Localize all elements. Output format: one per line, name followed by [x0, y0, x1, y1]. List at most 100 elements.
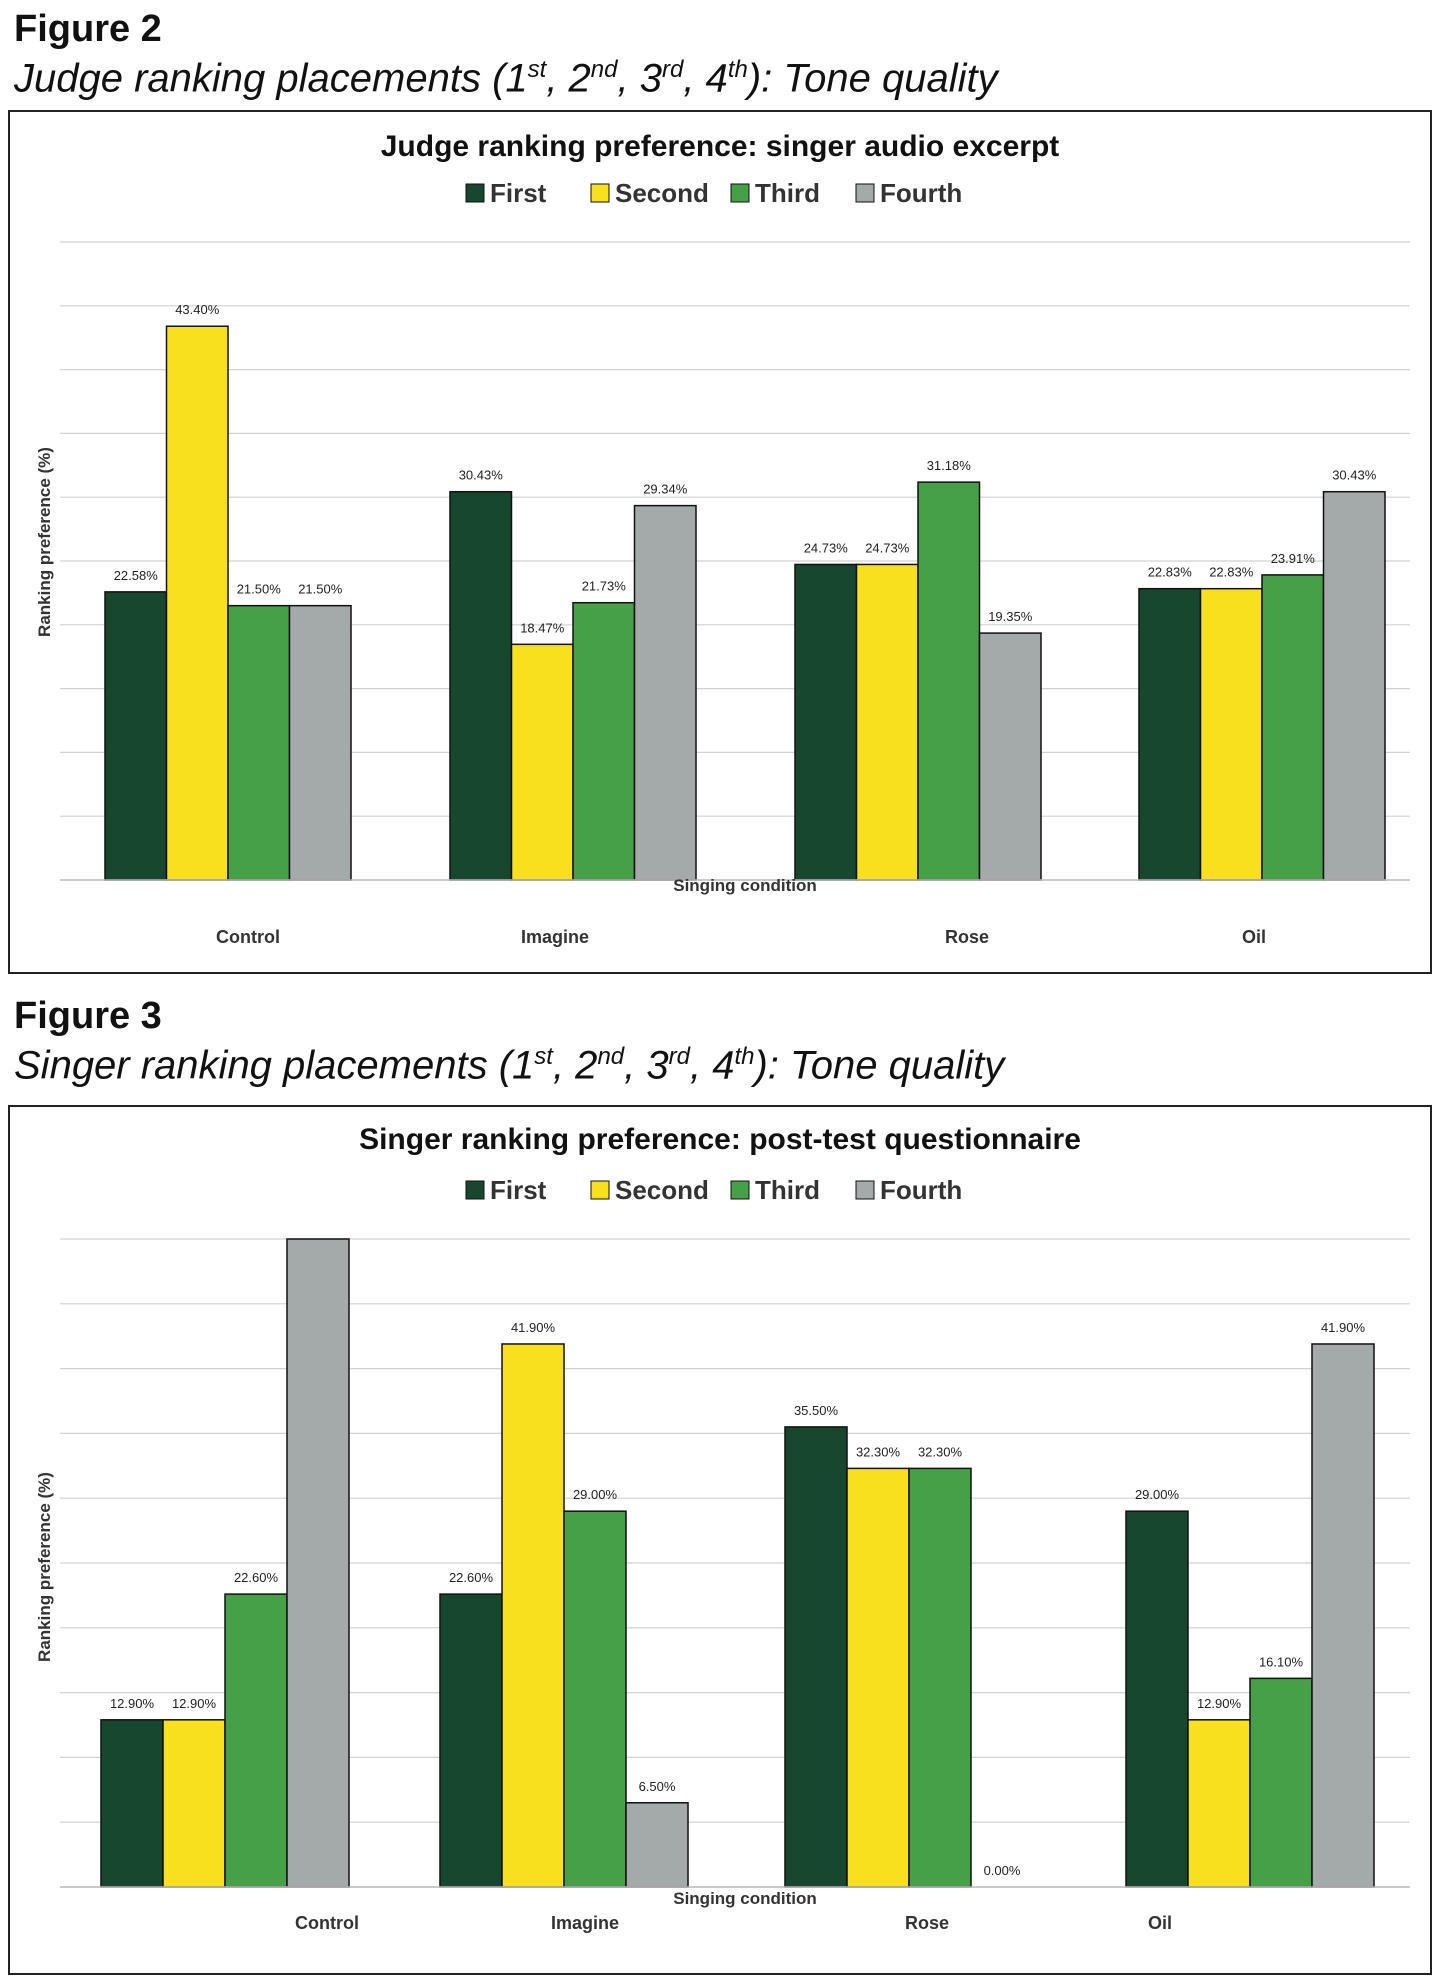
- judge-legend-swatch-fourth: [855, 183, 875, 203]
- singer-bar-oil-third: [1249, 1677, 1313, 1888]
- singer-ranking-chart: Singer ranking preference: post-test que…: [35, 1123, 1410, 1933]
- singer-data-label-oil-first: 29.00%: [1135, 1487, 1180, 1502]
- judge-category-label-rose: Rose: [945, 927, 989, 947]
- judge-data-label-imagine-second: 18.47%: [520, 620, 565, 635]
- singer-bar-imagine-first: [439, 1593, 503, 1888]
- singer-data-label-imagine-first: 22.60%: [449, 1570, 494, 1585]
- singer-bar-imagine-fourth: [625, 1802, 689, 1888]
- judge-legend-label-first: First: [490, 178, 547, 208]
- judge-bar-oil-first: [1138, 587, 1202, 881]
- singer-data-label-rose-third: 32.30%: [918, 1444, 963, 1459]
- judge-data-label-imagine-fourth: 29.34%: [643, 482, 688, 497]
- singer-data-label-rose-first: 35.50%: [794, 1403, 839, 1418]
- judge-bar-rose-third: [917, 481, 981, 881]
- singer-bar-oil-fourth: [1311, 1343, 1375, 1888]
- judge-legend-label-third: Third: [755, 178, 820, 208]
- judge-bar-control-fourth: [288, 604, 352, 881]
- singer-bar-rose-third: [908, 1467, 972, 1888]
- figure-2-heading: Figure 2: [14, 8, 162, 50]
- judge-legend-swatch-first: [465, 183, 485, 203]
- singer-legend-label-first: First: [490, 1175, 547, 1205]
- judge-bar-oil-fourth: [1322, 490, 1386, 881]
- judge-category-label-imagine: Imagine: [521, 927, 589, 947]
- singer-legend-label-fourth: Fourth: [880, 1175, 962, 1205]
- singer-bar-rose-second: [846, 1467, 910, 1888]
- judge-category-label-oil: Oil: [1242, 927, 1266, 947]
- singer-data-label-imagine-third: 29.00%: [573, 1487, 618, 1502]
- judge-bar-control-second: [165, 325, 229, 881]
- singer-chart-title: Singer ranking preference: post-test que…: [359, 1123, 1081, 1156]
- singer-data-label-imagine-second: 41.90%: [511, 1320, 556, 1335]
- singer-data-label-rose-second: 32.30%: [856, 1444, 901, 1459]
- singer-ranking-chart-frame: Singer ranking preference: post-test que…: [8, 1105, 1432, 1975]
- judge-ranking-chart: Judge ranking preference: singer audio e…: [35, 130, 1410, 947]
- singer-legend-swatch-second: [590, 1180, 610, 1200]
- singer-category-label-oil: Oil: [1148, 1913, 1172, 1933]
- judge-data-label-rose-third: 31.18%: [927, 458, 972, 473]
- singer-data-label-control-first: 12.90%: [110, 1696, 155, 1711]
- singer-bar-imagine-third: [563, 1510, 627, 1888]
- judge-bar-imagine-third: [572, 601, 636, 881]
- judge-chart-title: Judge ranking preference: singer audio e…: [381, 130, 1060, 163]
- singer-category-label-rose: Rose: [905, 1913, 949, 1933]
- judge-ranking-chart-frame: Judge ranking preference: singer audio e…: [8, 110, 1432, 974]
- singer-data-label-oil-fourth: 41.90%: [1321, 1320, 1366, 1335]
- judge-legend-swatch-second: [590, 183, 610, 203]
- judge-bar-rose-first: [794, 563, 858, 881]
- singer-bar-control-first: [100, 1719, 164, 1888]
- singer-bar-oil-first: [1125, 1510, 1189, 1888]
- judge-bar-rose-fourth: [978, 632, 1042, 881]
- judge-bar-control-third: [227, 604, 291, 881]
- singer-bar-rose-first: [784, 1426, 848, 1888]
- judge-category-label-control: Control: [216, 927, 280, 947]
- singer-data-label-control-third: 22.60%: [234, 1570, 279, 1585]
- singer-data-label-oil-third: 16.10%: [1259, 1654, 1304, 1669]
- singer-legend-swatch-third: [730, 1180, 750, 1200]
- singer-data-label-imagine-fourth: 6.50%: [639, 1779, 676, 1794]
- figure-3-heading: Figure 3: [14, 995, 162, 1037]
- singer-y-axis-title: Ranking preference (%): [35, 1472, 54, 1662]
- judge-bar-imagine-fourth: [633, 504, 697, 881]
- singer-legend-swatch-fourth: [855, 1180, 875, 1200]
- judge-legend-label-fourth: Fourth: [880, 178, 962, 208]
- singer-bar-imagine-second: [501, 1343, 565, 1888]
- singer-data-label-rose-fourth: 0.00%: [984, 1863, 1021, 1878]
- judge-data-label-control-second: 43.40%: [175, 302, 220, 317]
- singer-legend-label-second: Second: [615, 1175, 709, 1205]
- judge-data-label-oil-fourth: 30.43%: [1332, 468, 1377, 483]
- singer-data-label-oil-second: 12.90%: [1197, 1696, 1242, 1711]
- judge-bar-control-first: [104, 591, 168, 881]
- judge-data-label-oil-third: 23.91%: [1271, 551, 1316, 566]
- judge-data-label-control-fourth: 21.50%: [298, 582, 343, 597]
- judge-data-label-rose-second: 24.73%: [865, 540, 910, 555]
- judge-bar-rose-second: [855, 563, 919, 881]
- judge-data-label-oil-second: 22.83%: [1209, 565, 1254, 580]
- judge-data-label-control-third: 21.50%: [237, 582, 282, 597]
- singer-bar-control-second: [162, 1719, 226, 1888]
- judge-data-label-control-first: 22.58%: [114, 568, 159, 583]
- singer-x-axis-title: Singing condition: [673, 1889, 817, 1908]
- singer-category-label-control: Control: [295, 1913, 359, 1933]
- figure-3-caption: Singer ranking placements (1st, 2nd, 3rd…: [14, 1043, 1005, 1088]
- singer-legend-swatch-first: [465, 1180, 485, 1200]
- judge-data-label-rose-first: 24.73%: [804, 540, 849, 555]
- singer-legend-label-third: Third: [755, 1175, 820, 1205]
- singer-bar-control-fourth: [286, 1238, 350, 1888]
- judge-data-label-imagine-first: 30.43%: [459, 468, 504, 483]
- judge-bar-imagine-second: [510, 643, 574, 881]
- singer-bar-control-third: [224, 1593, 288, 1888]
- judge-legend-swatch-third: [730, 183, 750, 203]
- judge-data-label-oil-first: 22.83%: [1148, 565, 1193, 580]
- figure-2-caption: Judge ranking placements (1st, 2nd, 3rd,…: [14, 56, 998, 101]
- judge-bar-oil-second: [1199, 587, 1263, 881]
- judge-data-label-rose-fourth: 19.35%: [988, 609, 1033, 624]
- judge-bar-oil-third: [1261, 574, 1325, 881]
- judge-legend-label-second: Second: [615, 178, 709, 208]
- judge-bar-imagine-first: [449, 490, 513, 881]
- singer-data-label-control-second: 12.90%: [172, 1696, 217, 1711]
- judge-data-label-imagine-third: 21.73%: [582, 579, 627, 594]
- judge-y-axis-title: Ranking preference (%): [35, 447, 54, 637]
- judge-x-axis-title: Singing condition: [673, 876, 817, 895]
- singer-category-label-imagine: Imagine: [551, 1913, 619, 1933]
- singer-bar-oil-second: [1187, 1719, 1251, 1888]
